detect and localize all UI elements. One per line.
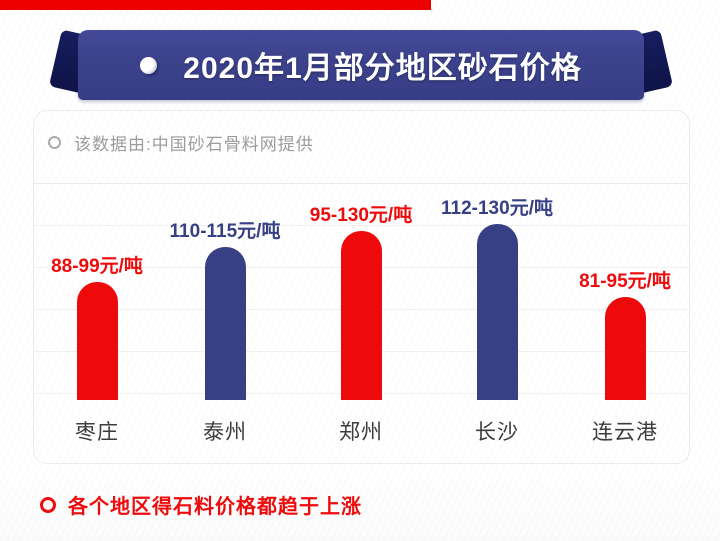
title-banner: 2020年1月部分地区砂石价格 xyxy=(78,30,644,100)
bar-value-label: 112-130元/吨 xyxy=(441,198,553,219)
circle-bullet-icon xyxy=(48,136,61,149)
category-label: 连云港 xyxy=(592,421,658,444)
bar-连云港 xyxy=(604,297,646,400)
bar-value-label: 81-95元/吨 xyxy=(579,271,671,292)
category-label: 长沙 xyxy=(475,421,519,444)
category-label: 枣庄 xyxy=(75,421,119,444)
footer-note-text: 各个地区得石料价格都趋于上涨 xyxy=(68,496,362,518)
bar-泰州 xyxy=(204,247,246,400)
chart-card xyxy=(33,110,690,464)
category-label: 泰州 xyxy=(203,421,247,444)
bar-value-label: 88-99元/吨 xyxy=(51,256,143,277)
page-title: 2020年1月部分地区砂石价格 xyxy=(183,52,582,85)
source-note-text: 该数据由:中国砂石骨料网提供 xyxy=(74,135,314,154)
gridline xyxy=(34,183,688,184)
banner-bullet-icon xyxy=(140,56,158,74)
footer-note: 各个地区得石料价格都趋于上涨 xyxy=(40,490,362,519)
bar-枣庄 xyxy=(76,282,118,400)
source-note: 该数据由:中国砂石骨料网提供 xyxy=(48,130,314,155)
circle-bullet-icon xyxy=(40,496,56,513)
top-accent-bar xyxy=(0,0,431,10)
category-label: 郑州 xyxy=(339,421,383,444)
bar-郑州 xyxy=(340,231,382,400)
bar-长沙 xyxy=(476,224,518,400)
bar-value-label: 110-115元/吨 xyxy=(169,221,281,242)
bar-value-label: 95-130元/吨 xyxy=(309,205,413,226)
gridline xyxy=(34,225,688,226)
